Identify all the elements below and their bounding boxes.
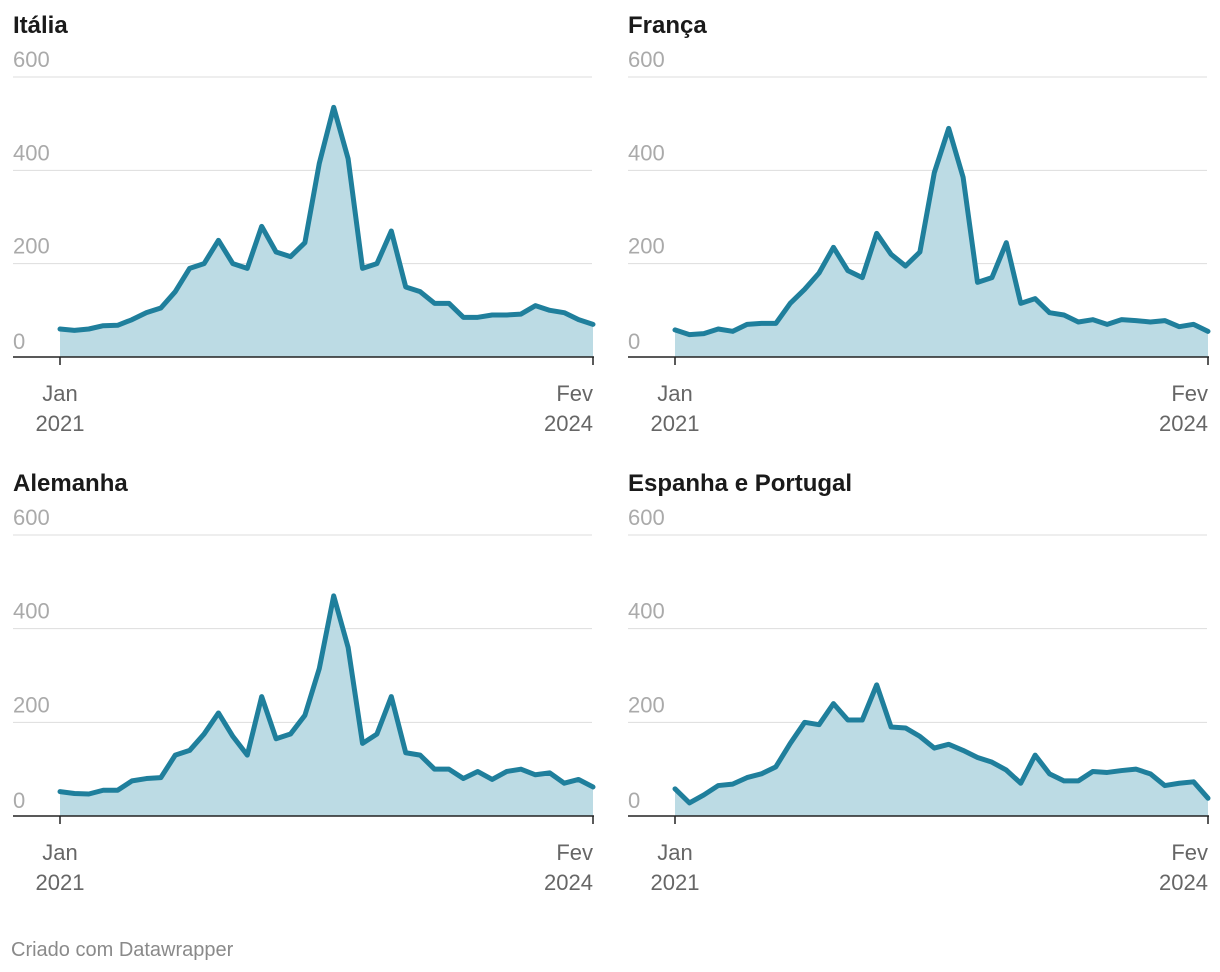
- x-tick-label-year: 2021: [36, 870, 85, 895]
- x-tick-label-month: Fev: [1171, 381, 1208, 406]
- series-area: [60, 595, 593, 816]
- series-area: [675, 684, 1208, 816]
- series-area: [60, 107, 593, 357]
- x-tick-label-year: 2024: [1159, 411, 1208, 436]
- chart-panel: França 0 200 400 600 Jan 2021 Fev 2024: [628, 12, 1211, 436]
- x-tick-label-year: 2021: [651, 870, 700, 895]
- y-tick-label: 200: [628, 692, 665, 717]
- y-tick-label: 0: [13, 788, 25, 813]
- x-tick-label-month: Fev: [556, 840, 593, 865]
- x-tick-label-month: Jan: [657, 840, 692, 865]
- x-tick-label-month: Jan: [657, 381, 692, 406]
- y-tick-label: 0: [13, 329, 25, 354]
- y-tick-label: 200: [13, 692, 50, 717]
- x-tick-label-month: Jan: [42, 381, 77, 406]
- chart-title: França: [628, 12, 707, 39]
- y-tick-label: 400: [628, 599, 665, 624]
- y-tick-label: 400: [13, 140, 50, 165]
- x-tick-label-year: 2021: [651, 411, 700, 436]
- y-tick-label: 600: [628, 505, 665, 530]
- y-tick-label: 600: [13, 47, 50, 72]
- y-tick-label: 400: [13, 599, 50, 624]
- chart-panel: Itália 0 200 400 600 Jan 2021 Fev 2024: [13, 12, 596, 436]
- chart-title: Itália: [13, 12, 68, 39]
- y-tick-label: 0: [628, 788, 640, 813]
- x-tick-label-year: 2024: [1159, 870, 1208, 895]
- x-tick-label-year: 2021: [36, 411, 85, 436]
- series-area: [675, 128, 1208, 357]
- y-tick-label: 0: [628, 329, 640, 354]
- y-tick-label: 200: [628, 234, 665, 259]
- chart-title: Espanha e Portugal: [628, 470, 852, 497]
- series-line: [672, 682, 1211, 806]
- y-tick-label: 600: [628, 47, 665, 72]
- series-line: [57, 593, 596, 797]
- x-tick-label-month: Fev: [556, 381, 593, 406]
- series-line: [672, 125, 1211, 338]
- x-tick-label-month: Jan: [42, 840, 77, 865]
- x-tick-label-month: Fev: [1171, 840, 1208, 865]
- chart-panel: Alemanha 0 200 400 600 Jan 2021 Fev 2024: [13, 470, 596, 895]
- chart-panels: Itália 0 200 400 600 Jan 2021 Fev 2024 França 0 200…: [13, 12, 1211, 895]
- footer-credit: Criado com Datawrapper: [11, 939, 234, 961]
- x-tick-label-year: 2024: [544, 411, 593, 436]
- chart-title: Alemanha: [13, 470, 128, 497]
- y-tick-label: 400: [628, 140, 665, 165]
- x-tick-label-year: 2024: [544, 870, 593, 895]
- series-line: [57, 104, 596, 333]
- chart-panel: Espanha e Portugal 0 200 400 600 Jan 2021 Fev 20…: [628, 470, 1211, 895]
- y-tick-label: 600: [13, 505, 50, 530]
- y-tick-label: 200: [13, 234, 50, 259]
